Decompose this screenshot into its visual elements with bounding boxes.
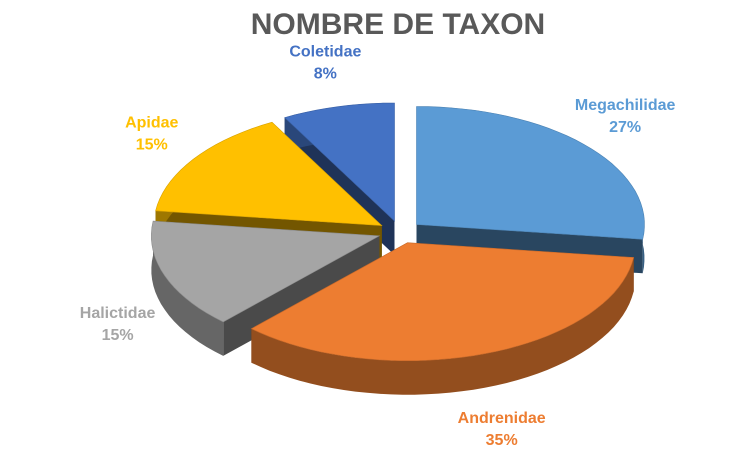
data-label: 15% (136, 136, 168, 153)
slice (151, 220, 381, 323)
data-label: 27% (609, 119, 641, 136)
slice-side (251, 257, 634, 395)
data-label-name: Andrenidae (458, 410, 546, 427)
slice (155, 121, 383, 226)
chart-title: NOMBRE DE TAXON (251, 8, 545, 41)
slice-side (151, 221, 224, 356)
data-label: 15% (102, 327, 134, 344)
data-label: 35% (486, 432, 518, 449)
slice (250, 242, 635, 395)
data-label-name: Halictidae (80, 305, 156, 322)
data-label-name: Megachilidae (575, 97, 676, 114)
slice (250, 242, 635, 361)
data-label-name: Coletidae (289, 43, 361, 60)
slice (416, 106, 645, 240)
data-label: 8% (314, 65, 337, 82)
slice (284, 102, 395, 222)
data-label-name: Apidae (125, 114, 178, 131)
